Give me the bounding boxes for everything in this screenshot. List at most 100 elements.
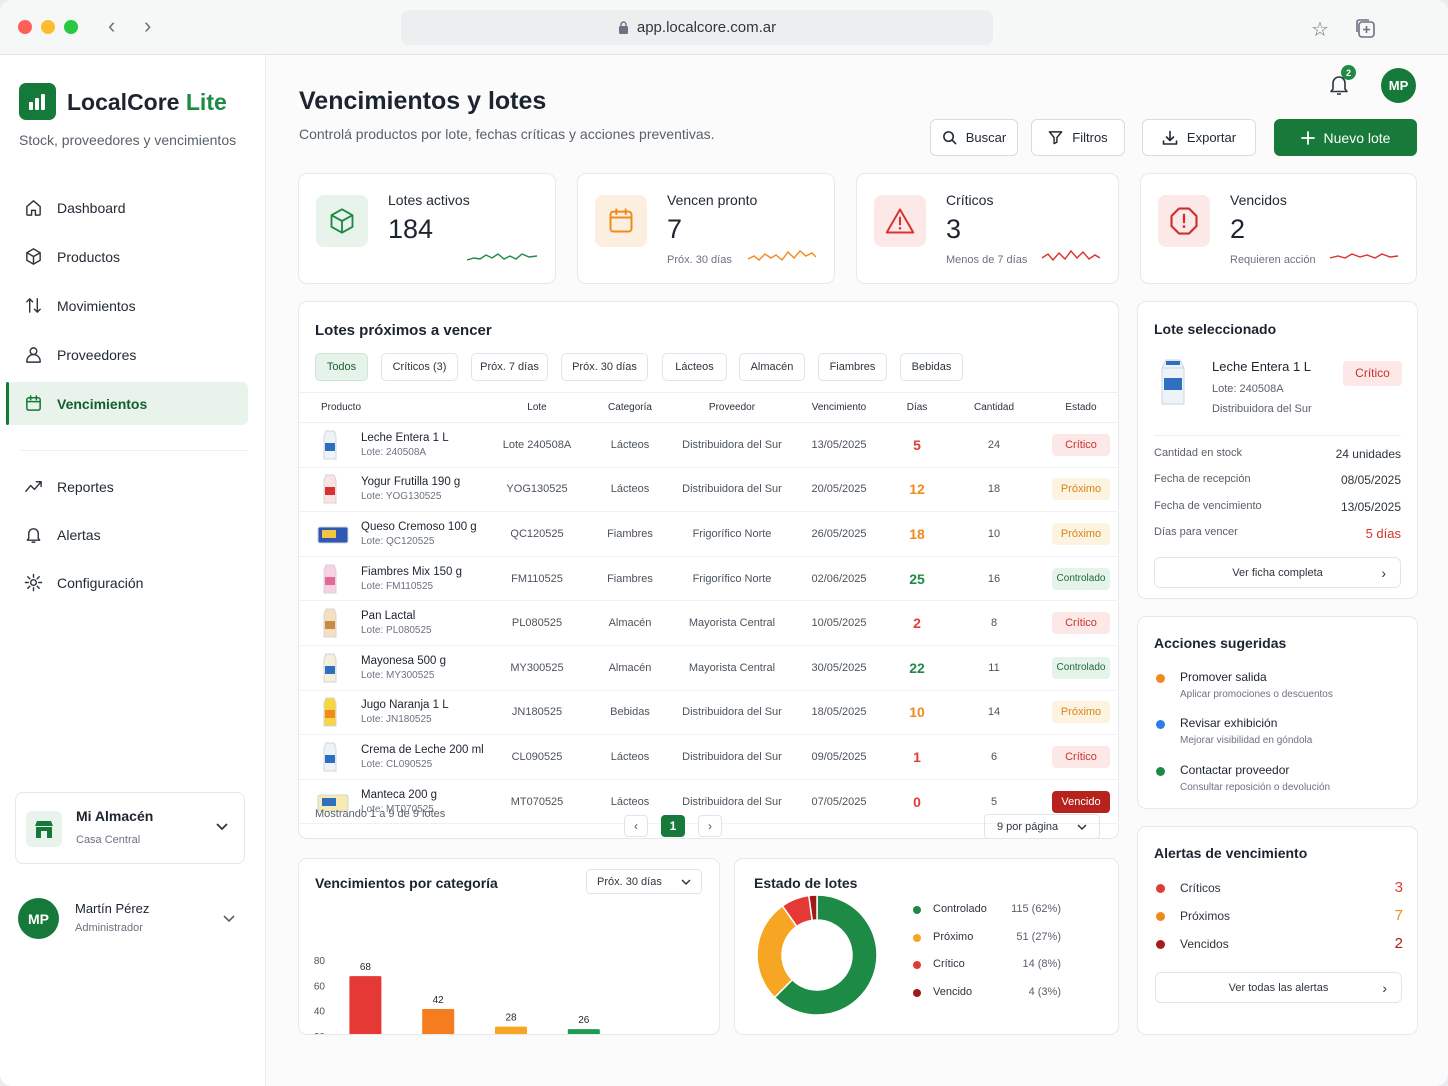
bar-lácteos[interactable] bbox=[349, 976, 382, 1034]
pagination-summary: Mostrando 1 a 9 de 9 lotes bbox=[315, 808, 446, 820]
store-branch: Casa Central bbox=[76, 834, 141, 846]
kpi-value: 2 bbox=[1230, 214, 1246, 244]
table-row[interactable]: Fiambres Mix 150 g Lote: FM110525 FM1105… bbox=[299, 556, 1119, 602]
table-row[interactable]: Manteca 200 g Lote: MT070525 MT070525 Lá… bbox=[299, 779, 1119, 825]
prev-page-button[interactable]: ‹ bbox=[624, 815, 648, 837]
product-name: Crema de Leche 200 ml bbox=[361, 743, 484, 756]
table-row[interactable]: Queso Cremoso 100 g Lote: QC120525 QC120… bbox=[299, 511, 1119, 557]
table-row[interactable]: Crema de Leche 200 ml Lote: CL090525 CL0… bbox=[299, 734, 1119, 780]
kpi-card-criticos[interactable]: Críticos 3 Menos de 7 días bbox=[856, 173, 1119, 284]
kpi-card-vencen-pronto[interactable]: Vencen pronto 7 Próx. 30 días bbox=[577, 173, 835, 284]
store-selector[interactable]: Mi Almacén Casa Central bbox=[15, 792, 245, 864]
search-button[interactable]: Buscar bbox=[930, 119, 1018, 156]
notifications-button[interactable]: 2 bbox=[1328, 65, 1356, 96]
legend-label: Controlado bbox=[933, 903, 987, 915]
nav-item-productos[interactable]: Productos bbox=[6, 235, 248, 278]
export-button[interactable]: Exportar bbox=[1142, 119, 1256, 156]
legend-swatch bbox=[913, 961, 921, 969]
kpi-card-vencidos[interactable]: Vencidos 2 Requieren acción bbox=[1140, 173, 1417, 284]
page-1-button[interactable]: 1 bbox=[661, 815, 685, 837]
filter-chip-prox-30[interactable]: Próx. 30 días bbox=[561, 353, 648, 381]
column-header[interactable]: Cantidad bbox=[945, 392, 1043, 423]
close-window-button[interactable] bbox=[18, 20, 32, 34]
chevron-down-icon bbox=[681, 879, 691, 886]
alert-label: Próximos bbox=[1180, 909, 1231, 923]
kpi-label: Críticos bbox=[946, 192, 994, 208]
filter-chip-criticos[interactable]: Críticos (3) bbox=[381, 353, 458, 381]
forward-icon[interactable]: › bbox=[144, 13, 152, 38]
notification-count-badge: 2 bbox=[1341, 65, 1356, 80]
nav-item-configuracion[interactable]: Configuración bbox=[6, 561, 248, 604]
nav-label: Configuración bbox=[57, 574, 144, 591]
kpi-value: 184 bbox=[388, 214, 434, 244]
export-label: Exportar bbox=[1186, 130, 1237, 145]
action-title: Contactar proveedor bbox=[1180, 763, 1290, 777]
nav-item-reportes[interactable]: Reportes bbox=[6, 465, 248, 508]
header-avatar[interactable]: MP bbox=[1381, 68, 1416, 103]
table-row[interactable]: Pan Lactal Lote: PL080525 PL080525 Almac… bbox=[299, 600, 1119, 646]
nav-item-dashboard[interactable]: Dashboard bbox=[6, 186, 248, 229]
filters-button[interactable]: Filtros bbox=[1031, 119, 1125, 156]
sparkline bbox=[748, 250, 816, 262]
next-page-button[interactable]: › bbox=[698, 815, 722, 837]
bar-almacén[interactable] bbox=[495, 1026, 527, 1034]
cube-icon bbox=[316, 195, 368, 247]
bar-bebidas[interactable] bbox=[567, 1029, 600, 1034]
view-full-record-button[interactable]: Ver ficha completa › bbox=[1154, 557, 1401, 588]
table-row[interactable]: Jugo Naranja 1 L Lote: JN180525 JN180525… bbox=[299, 690, 1119, 736]
store-name: Mi Almacén bbox=[76, 808, 154, 824]
product-thumbnail bbox=[317, 787, 349, 817]
new-tab-icon[interactable] bbox=[1354, 17, 1376, 39]
product-name: Leche Entera 1 L bbox=[361, 431, 449, 444]
bar-fiambres[interactable] bbox=[422, 1008, 455, 1034]
address-bar[interactable]: app.localcore.com.ar bbox=[401, 10, 993, 45]
view-all-alerts-button[interactable]: Ver todas las alertas › bbox=[1155, 972, 1402, 1003]
filter-chip-todos[interactable]: Todos bbox=[315, 353, 368, 381]
legend-label: Vencido bbox=[933, 985, 973, 998]
back-icon[interactable]: ‹ bbox=[108, 13, 116, 38]
per-page-select[interactable]: 9 por página bbox=[984, 814, 1100, 839]
slice-vencido[interactable] bbox=[807, 894, 818, 922]
days-value: 12 bbox=[909, 481, 925, 498]
kpi-card-lotes-activos[interactable]: Lotes activos 184 bbox=[298, 173, 556, 284]
nav-item-alertas[interactable]: Alertas bbox=[6, 513, 248, 556]
expiry-alerts-card: Alertas de vencimiento Críticos 3 Próximo… bbox=[1137, 826, 1418, 1035]
detail-stock: Cantidad en stock 24 unidades bbox=[1154, 447, 1401, 461]
bar-value-label: 28 bbox=[505, 1013, 517, 1024]
slice-controlado[interactable] bbox=[773, 894, 878, 1016]
y-tick-label: 80 bbox=[314, 956, 326, 967]
filter-chip-prox-7[interactable]: Próx. 7 días bbox=[471, 353, 548, 381]
column-header[interactable]: Lote bbox=[489, 392, 585, 423]
bar-value-label: 26 bbox=[578, 1015, 590, 1026]
maximize-window-button[interactable] bbox=[64, 20, 78, 34]
new-lot-label: Nuevo lote bbox=[1323, 129, 1391, 146]
user-menu[interactable]: MP Martín Pérez Administrador bbox=[15, 893, 245, 945]
days-value: 0 bbox=[913, 793, 921, 810]
nav-item-proveedores[interactable]: Proveedores bbox=[6, 333, 248, 376]
status-badge: Crítico bbox=[1052, 612, 1110, 635]
lots-table: Producto Lote Categoría Proveedor Vencimient… bbox=[299, 392, 1119, 825]
column-header[interactable]: Vencimiento bbox=[789, 392, 889, 423]
column-header[interactable]: Producto bbox=[299, 392, 489, 423]
y-tick-label: 60 bbox=[314, 981, 326, 992]
nav-item-vencimientos[interactable]: Vencimientos bbox=[6, 382, 248, 425]
supplier-cell: Frigorífico Norte bbox=[675, 511, 789, 557]
table-row[interactable]: Yogur Frutilla 190 g Lote: YOG130525 YOG… bbox=[299, 467, 1119, 513]
bookmark-star-icon[interactable]: ☆ bbox=[1311, 19, 1329, 41]
column-header[interactable]: Proveedor bbox=[675, 392, 789, 423]
chart-period-select[interactable]: Próx. 30 días bbox=[586, 869, 702, 894]
column-header[interactable]: Días bbox=[889, 392, 945, 423]
filter-chip-lacteos[interactable]: Lácteos bbox=[662, 353, 727, 381]
filter-chip-fiambres[interactable]: Fiambres bbox=[818, 353, 887, 381]
filter-chip-almacen[interactable]: Almacén bbox=[739, 353, 805, 381]
product-lot: Lote: MT070525 bbox=[361, 803, 434, 815]
column-header[interactable]: Categoría bbox=[585, 392, 675, 423]
filter-chip-bebidas[interactable]: Bebidas bbox=[900, 353, 963, 381]
box-icon bbox=[26, 248, 41, 265]
new-lot-button[interactable]: Nuevo lote bbox=[1274, 119, 1417, 156]
table-row[interactable]: Mayonesa 500 g Lote: MY300525 MY300525 A… bbox=[299, 645, 1119, 691]
column-header[interactable]: Estado bbox=[1043, 392, 1119, 423]
table-row[interactable]: Leche Entera 1 L Lote: 240508A Lote 2405… bbox=[299, 422, 1119, 468]
minimize-window-button[interactable] bbox=[41, 20, 55, 34]
nav-item-movimientos[interactable]: Movimientos bbox=[6, 284, 248, 327]
